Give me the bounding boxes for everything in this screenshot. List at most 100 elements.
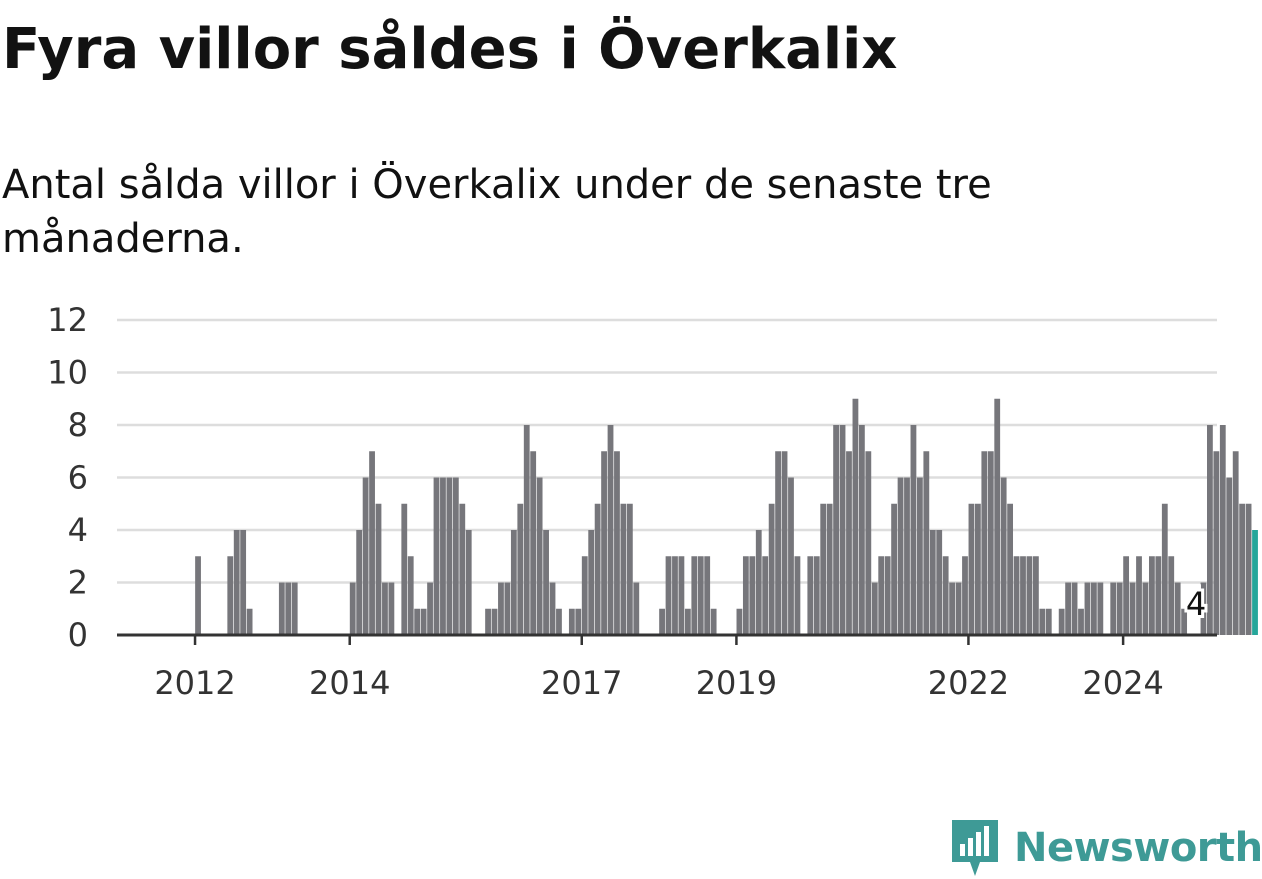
bar xyxy=(1129,582,1136,635)
bar xyxy=(240,530,247,635)
bar xyxy=(1090,582,1097,635)
bar xyxy=(916,477,923,635)
bar xyxy=(1110,582,1117,635)
bar xyxy=(530,451,537,635)
bar xyxy=(1161,503,1168,635)
bar xyxy=(949,582,956,635)
bar xyxy=(1213,451,1220,635)
chart-title: Fyra villor såldes i Överkalix xyxy=(2,17,898,82)
bar xyxy=(246,608,253,635)
bar xyxy=(1239,503,1246,635)
x-tick-label: 2017 xyxy=(541,664,622,702)
bar xyxy=(955,582,962,635)
y-tick-label: 10 xyxy=(47,354,88,392)
bar xyxy=(858,425,865,635)
bars xyxy=(195,398,1258,635)
bar xyxy=(1219,425,1226,635)
bar xyxy=(755,530,762,635)
y-tick-label: 0 xyxy=(68,616,88,654)
logo-text: Newsworthy xyxy=(1014,825,1262,871)
bar xyxy=(369,451,375,635)
bar xyxy=(936,530,943,635)
bar xyxy=(1149,556,1155,635)
bar xyxy=(1174,582,1181,635)
bar xyxy=(1142,582,1149,635)
bar xyxy=(601,451,607,635)
bar xyxy=(498,582,504,635)
bar xyxy=(227,556,234,635)
bar xyxy=(543,530,549,635)
bar xyxy=(633,582,640,635)
bar xyxy=(510,530,517,635)
bar xyxy=(452,477,459,635)
x-tick-label: 2019 xyxy=(696,664,777,702)
bar xyxy=(942,556,949,635)
newsworthy-logo: Newsworthy xyxy=(950,818,1262,878)
bar xyxy=(736,608,743,635)
bar xyxy=(1084,582,1091,635)
bar xyxy=(678,556,685,635)
bar xyxy=(826,503,833,635)
bar xyxy=(994,398,1001,635)
grid-lines xyxy=(117,318,1217,584)
bar xyxy=(382,582,388,635)
bar xyxy=(974,503,981,635)
bar xyxy=(536,477,543,635)
bar xyxy=(878,556,885,635)
bar xyxy=(781,451,788,635)
bar xyxy=(195,556,201,635)
bar xyxy=(375,503,382,635)
bar xyxy=(1181,608,1188,635)
bar xyxy=(697,556,704,635)
bar xyxy=(407,556,414,635)
bar xyxy=(446,477,453,635)
bar xyxy=(788,477,794,635)
bar xyxy=(1245,503,1252,635)
bar xyxy=(659,608,665,635)
bar xyxy=(433,477,440,635)
y-tick-label: 6 xyxy=(68,459,88,497)
bar xyxy=(1078,608,1084,635)
bar xyxy=(665,556,672,635)
bar xyxy=(1116,582,1123,635)
bar xyxy=(581,556,588,635)
bar xyxy=(742,556,749,635)
bar xyxy=(523,425,530,635)
bar xyxy=(910,425,917,635)
bar xyxy=(1000,477,1007,635)
bar xyxy=(1136,556,1142,635)
bar xyxy=(865,451,872,635)
bar xyxy=(549,582,556,635)
y-tick-label: 2 xyxy=(68,564,88,602)
bar xyxy=(575,608,582,635)
bar-highlight xyxy=(1252,530,1258,635)
bar xyxy=(588,530,595,635)
bar xyxy=(291,582,298,635)
bar xyxy=(1013,556,1020,635)
bar xyxy=(968,503,975,635)
bar xyxy=(1007,503,1014,635)
bar xyxy=(1207,425,1213,635)
y-axis-ticks: 0 2 4 6 8 10 12 xyxy=(47,301,88,654)
bar xyxy=(871,582,878,635)
bar xyxy=(762,556,769,635)
bar xyxy=(459,503,466,635)
bar xyxy=(1097,582,1104,635)
bar xyxy=(620,503,627,635)
bar xyxy=(1026,556,1033,635)
bar xyxy=(626,503,633,635)
bar xyxy=(775,451,781,635)
bar xyxy=(568,608,575,635)
bar xyxy=(1020,556,1026,635)
bar xyxy=(1155,556,1162,635)
x-tick-label: 2014 xyxy=(309,664,390,702)
bar xyxy=(1123,556,1130,635)
bar xyxy=(388,582,395,635)
bar xyxy=(897,477,904,635)
bar xyxy=(794,556,801,635)
bar xyxy=(362,477,369,635)
bar xyxy=(710,608,717,635)
bar xyxy=(440,477,446,635)
x-tick-label: 2022 xyxy=(928,664,1009,702)
bar xyxy=(1058,608,1065,635)
